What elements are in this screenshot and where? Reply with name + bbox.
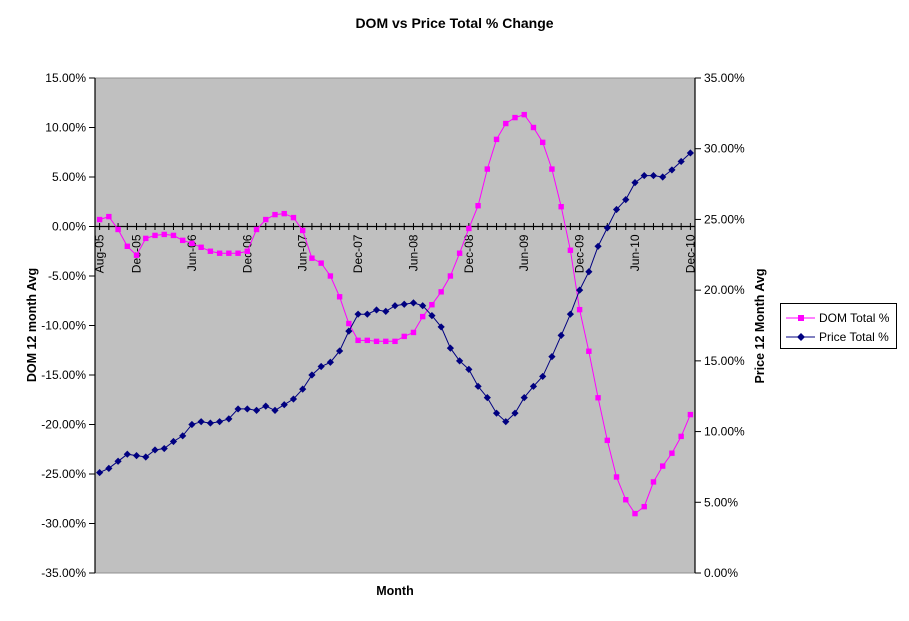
svg-text:15.00%: 15.00% xyxy=(45,71,86,85)
x-tick-label: Jun-06 xyxy=(185,234,199,271)
right-axis-title: Price 12 Month Avg xyxy=(753,268,767,384)
x-tick-label: Dec-10 xyxy=(683,234,697,273)
x-tick-label: Jun-07 xyxy=(296,234,310,271)
svg-text:5.00%: 5.00% xyxy=(704,495,738,509)
legend-item-price: Price Total % xyxy=(785,327,894,346)
left-axis-title: DOM 12 month Avg xyxy=(25,267,39,383)
dom-total-series xyxy=(96,111,694,517)
legend-item-dom: DOM Total % xyxy=(785,308,894,327)
svg-text:35.00%: 35.00% xyxy=(704,71,745,85)
svg-text:-25.00%: -25.00% xyxy=(41,467,86,481)
dom-series-marker-icon xyxy=(786,314,815,321)
svg-text:0.00%: 0.00% xyxy=(704,566,738,580)
svg-text:5.00%: 5.00% xyxy=(52,170,86,184)
svg-text:10.00%: 10.00% xyxy=(45,121,86,135)
price-series-marker-icon xyxy=(786,332,815,341)
x-axis-title: Month xyxy=(376,584,414,598)
price-total-series xyxy=(96,149,694,477)
svg-text:-5.00%: -5.00% xyxy=(48,269,86,283)
svg-text:-20.00%: -20.00% xyxy=(41,418,86,432)
legend-label-price: Price Total % xyxy=(819,329,889,344)
category-axis: Aug-05Dec-05Jun-06Dec-06Jun-07Dec-07Jun-… xyxy=(93,223,697,273)
x-tick-label: Dec-07 xyxy=(351,234,365,273)
svg-text:-30.00%: -30.00% xyxy=(41,517,86,531)
chart-title: DOM vs Price Total % Change xyxy=(355,15,554,31)
svg-text:30.00%: 30.00% xyxy=(704,142,745,156)
legend-label-dom: DOM Total % xyxy=(819,310,890,325)
svg-text:15.00%: 15.00% xyxy=(704,354,745,368)
x-tick-label: Dec-09 xyxy=(573,234,587,273)
x-tick-label: Jun-09 xyxy=(517,234,531,271)
plot-area xyxy=(94,77,696,574)
right-axis: 35.00% 30.00% 25.00% 20.00% 15.00% 10.00% 5.00… xyxy=(694,71,745,580)
svg-text:10.00%: 10.00% xyxy=(704,425,745,439)
svg-text:-35.00%: -35.00% xyxy=(41,566,86,580)
left-axis: 15.00% 10.00% 5.00% 0.00% -5.00% -10.00% -15.0… xyxy=(41,71,96,580)
x-tick-label: Dec-08 xyxy=(462,234,476,273)
legend: DOM Total % Price Total % xyxy=(780,303,897,349)
x-tick-label: Jun-10 xyxy=(628,234,642,271)
svg-text:-10.00%: -10.00% xyxy=(41,319,86,333)
svg-text:0.00%: 0.00% xyxy=(52,220,86,234)
svg-text:-15.00%: -15.00% xyxy=(41,368,86,382)
x-tick-label: Aug-05 xyxy=(93,234,107,273)
x-tick-label: Jun-08 xyxy=(406,234,420,271)
svg-text:25.00%: 25.00% xyxy=(704,212,745,226)
svg-text:20.00%: 20.00% xyxy=(704,283,745,297)
